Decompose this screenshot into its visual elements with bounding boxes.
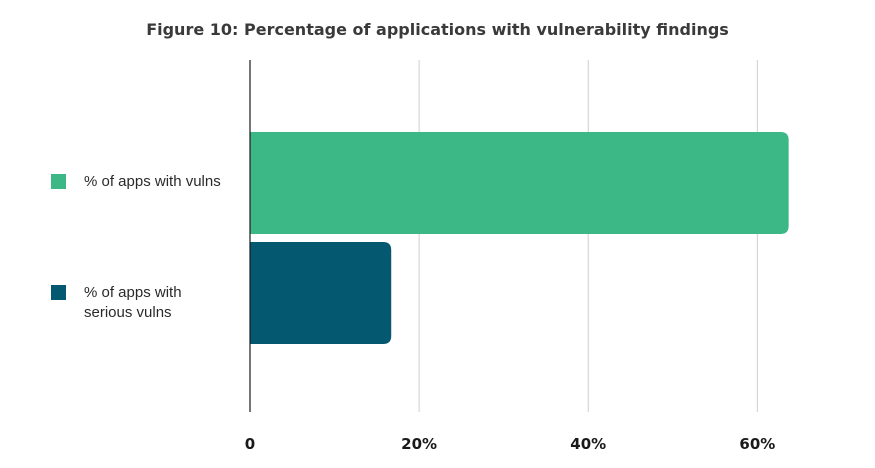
- legend-swatch-2: [51, 285, 66, 300]
- x-tick-label-1: 20%: [401, 435, 437, 453]
- chart-title: Figure 10: Percentage of applications wi…: [146, 20, 729, 39]
- legend-label-2-line-1: % of apps with: [84, 284, 182, 301]
- legend-label-2-line-2: serious vulns: [84, 304, 172, 321]
- x-tick-labels: 0 20% 40% 60%: [245, 435, 776, 453]
- legend-label-1: % of apps with vulns: [84, 173, 221, 190]
- legend: % of apps with vulns % of apps with seriou…: [51, 173, 221, 321]
- grid-lines: [418, 60, 758, 412]
- legend-swatch-1: [51, 174, 66, 189]
- x-tick-label-3: 60%: [739, 435, 775, 453]
- x-tick-label-0: 0: [245, 435, 255, 453]
- bar-1: [250, 132, 789, 234]
- bar-2: [250, 242, 392, 344]
- x-tick-label-2: 40%: [570, 435, 606, 453]
- bars: [250, 132, 789, 344]
